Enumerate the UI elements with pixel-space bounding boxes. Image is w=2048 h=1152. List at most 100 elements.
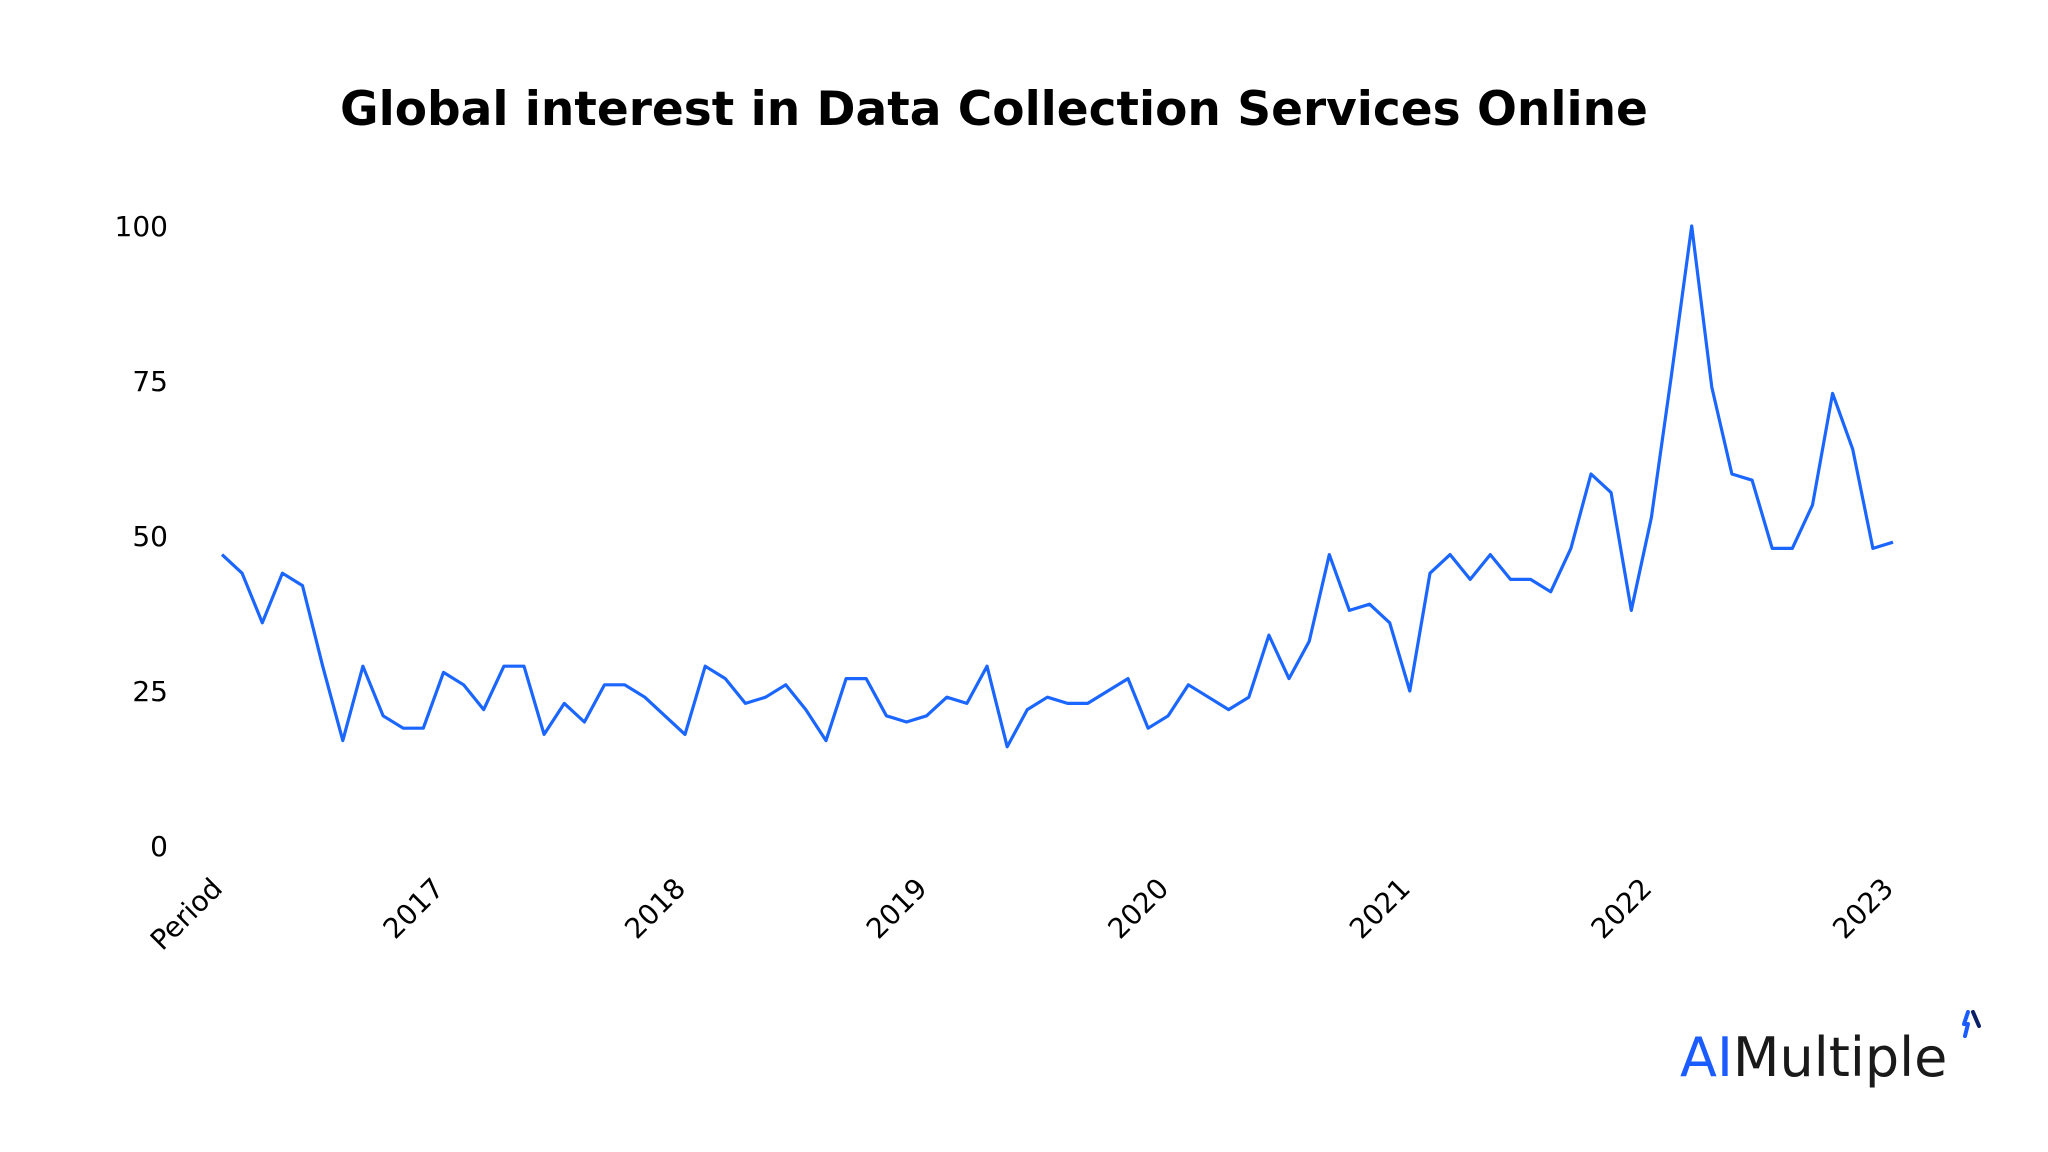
data-point: [1851, 447, 1855, 451]
data-point: [542, 732, 546, 736]
data-point: [1649, 515, 1653, 519]
data-point: [1005, 745, 1009, 749]
data-point: [1206, 695, 1210, 699]
data-point: [1247, 695, 1251, 699]
data-point: [804, 708, 808, 712]
data-point: [764, 695, 768, 699]
data-point: [1629, 608, 1633, 612]
x-tick-label: 2019: [860, 872, 934, 946]
data-point: [643, 695, 647, 699]
data-point: [1106, 689, 1110, 693]
chart-title: Global interest in Data Collection Servi…: [340, 82, 1648, 137]
data-point: [260, 621, 264, 625]
x-tick-label: 2023: [1826, 872, 1900, 946]
data-point: [1126, 677, 1130, 681]
data-point: [381, 714, 385, 718]
x-tick-label: 2022: [1585, 872, 1659, 946]
aimultiple-logo: AIMultiple: [1680, 1010, 1990, 1100]
data-point: [844, 677, 848, 681]
y-tick-label: 75: [132, 365, 168, 398]
data-point: [502, 664, 506, 668]
data-point: [985, 664, 989, 668]
y-tick-label: 25: [132, 675, 168, 708]
logo-ai-text: AI: [1680, 1026, 1733, 1089]
data-point: [1529, 577, 1533, 581]
data-point: [1045, 695, 1049, 699]
data-point: [582, 720, 586, 724]
data-point: [482, 708, 486, 712]
data-point: [1086, 701, 1090, 705]
x-tick-label: 2020: [1101, 872, 1175, 946]
data-point: [522, 664, 526, 668]
data-point: [280, 571, 284, 575]
data-point: [1448, 553, 1452, 557]
data-point: [703, 664, 707, 668]
y-tick-label: 100: [115, 210, 168, 243]
logo-mark-icon: [1962, 1010, 1981, 1038]
data-point: [1408, 689, 1412, 693]
x-tick-label: 2017: [377, 872, 451, 946]
data-point: [1690, 224, 1694, 228]
data-point: [1488, 553, 1492, 557]
data-point: [421, 726, 425, 730]
data-point: [1186, 683, 1190, 687]
x-tick-label: 2021: [1343, 872, 1417, 946]
data-point: [1468, 577, 1472, 581]
data-point: [1025, 708, 1029, 712]
data-point: [683, 732, 687, 736]
data-point: [240, 571, 244, 575]
logo-multiple-text: Multiple: [1732, 1026, 1948, 1089]
data-point: [341, 739, 345, 743]
y-axis-ticks: 0 25 50 75 100: [115, 210, 168, 863]
data-point: [361, 664, 365, 668]
data-point: [562, 701, 566, 705]
data-point: [1710, 385, 1714, 389]
data-point: [1287, 677, 1291, 681]
y-tick-label: 0: [150, 830, 168, 863]
x-tick-label: 2018: [618, 872, 692, 946]
data-point: [1428, 571, 1432, 575]
data-point: [1770, 546, 1774, 550]
data-point: [864, 677, 868, 681]
data-point: [301, 584, 305, 588]
data-point: [1066, 701, 1070, 705]
data-point: [1368, 602, 1372, 606]
data-point: [905, 720, 909, 724]
data-point: [1750, 478, 1754, 482]
data-point: [1609, 491, 1613, 495]
data-point: [321, 664, 325, 668]
data-point: [462, 683, 466, 687]
data-point: [743, 701, 747, 705]
data-point: [1267, 633, 1271, 637]
data-point: [965, 701, 969, 705]
data-point: [1146, 726, 1150, 730]
data-point: [1670, 373, 1674, 377]
data-point: [784, 683, 788, 687]
data-point: [603, 683, 607, 687]
data-point: [1891, 540, 1895, 544]
data-point: [1810, 503, 1814, 507]
data-point: [884, 714, 888, 718]
data-point: [1549, 590, 1553, 594]
data-point: [1730, 472, 1734, 476]
data-point: [220, 553, 224, 557]
data-point: [1569, 546, 1573, 550]
x-axis-ticks: Period 2017 2018 2019 2020 2021 2022 2023: [144, 872, 1900, 957]
series-group: [220, 224, 1895, 749]
data-point: [401, 726, 405, 730]
data-point: [1227, 708, 1231, 712]
data-point: [1871, 546, 1875, 550]
y-tick-label: 50: [132, 520, 168, 553]
data-point: [441, 670, 445, 674]
data-point: [1327, 553, 1331, 557]
data-point: [1589, 472, 1593, 476]
x-tick-label: Period: [144, 872, 229, 957]
data-point: [663, 714, 667, 718]
data-point: [723, 677, 727, 681]
series-line: [220, 224, 1894, 749]
data-point: [1166, 714, 1170, 718]
data-point: [623, 683, 627, 687]
data-point: [1790, 546, 1794, 550]
data-point: [1831, 391, 1835, 395]
data-point: [1307, 639, 1311, 643]
